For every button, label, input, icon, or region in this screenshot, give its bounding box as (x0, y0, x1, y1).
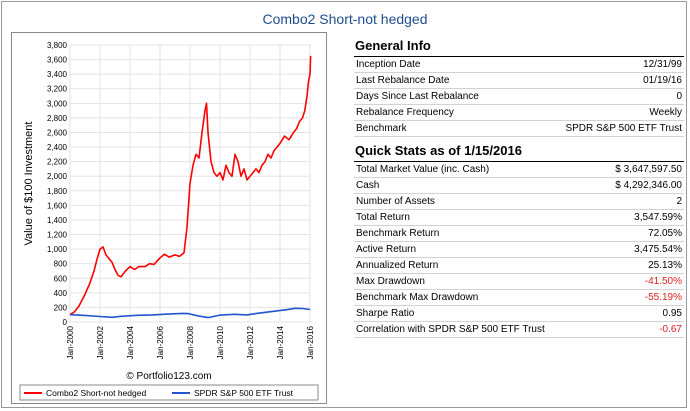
stat-label: Sharpe Ratio (354, 305, 596, 322)
watermark: © Portfolio123.com (126, 371, 211, 382)
stat-label: Benchmark Return (354, 225, 596, 242)
y-axis-tick-labels: 0 200 400 600 800 1,000 1,200 1,400 1,600 1,800 2,… (47, 41, 68, 327)
stat-value: 25.13% (595, 257, 684, 274)
chart-legend: Combo2 Short-not hedged SPDR S&P 500 ETF … (19, 384, 319, 401)
table-row: Sharpe Ratio 0.95 (354, 305, 684, 322)
table-row: Max Drawdown -41.50% (354, 273, 684, 290)
y-tick-label: 2,800 (47, 114, 68, 123)
x-tick-label: Jan-2014 (276, 325, 285, 359)
y-tick-label: 0 (63, 318, 68, 327)
chart-series-lines (69, 55, 312, 319)
page-title: Combo2 Short-not hedged (262, 11, 428, 27)
chart-svg: 0 200 400 600 800 1,000 1,200 1,400 1,600 1,800 2,… (19, 41, 319, 401)
stat-label: Last Rebalance Date (354, 72, 524, 89)
stat-label: Max Drawdown (354, 273, 596, 290)
table-row: Total Return 3,547.59% (354, 209, 684, 226)
table-row: Correlation with SPDR S&P 500 ETF Trust -… (354, 321, 684, 338)
stat-value: 0 (523, 88, 684, 105)
x-tick-label: Jan-2008 (186, 325, 195, 359)
table-row: Cash $ 4,292,346.00 (354, 177, 684, 194)
quick-stats-heading: Quick Stats as of 1/15/2016 (354, 141, 684, 162)
y-tick-label: 1,800 (47, 187, 68, 196)
stat-value: 3,547.59% (595, 209, 684, 226)
series-line-1 (69, 307, 311, 319)
performance-chart: 0 200 400 600 800 1,000 1,200 1,400 1,600 1,800 2,… (11, 32, 327, 404)
y-tick-label: 3,800 (47, 41, 68, 50)
series-line-0 (69, 55, 312, 316)
y-tick-label: 1,600 (47, 201, 68, 210)
stat-label: Cash (354, 177, 596, 194)
x-tick-label: Jan-2004 (126, 325, 135, 359)
stats-panel: General Info Inception Date 12/31/99 Last … (354, 36, 684, 338)
y-tick-label: 2,200 (47, 158, 68, 167)
x-axis-tick-labels: Jan-2000 Jan-2002 Jan-2004 Jan-2006 Jan-2008… (66, 325, 315, 359)
table-row: Benchmark SPDR S&P 500 ETF Trust (354, 120, 684, 137)
table-row: Number of Assets 2 (354, 193, 684, 210)
stat-label: Rebalance Frequency (354, 104, 524, 121)
stat-value: -55.19% (595, 289, 684, 306)
stat-value: SPDR S&P 500 ETF Trust (523, 120, 684, 137)
stat-value: 12/31/99 (523, 57, 684, 73)
y-tick-label: 600 (54, 274, 68, 283)
y-tick-label: 2,600 (47, 128, 68, 137)
x-tick-label: Jan-2012 (246, 325, 255, 359)
x-tick-label: Jan-2002 (96, 325, 105, 359)
table-row: Total Market Value (inc. Cash) $ 3,647,59… (354, 162, 684, 178)
y-tick-label: 3,600 (47, 56, 68, 65)
stat-value: 0.95 (595, 305, 684, 322)
stat-value: 72.05% (595, 225, 684, 242)
x-tick-label: Jan-2000 (66, 325, 75, 359)
stat-label: Annualized Return (354, 257, 596, 274)
table-row: Last Rebalance Date 01/19/16 (354, 72, 684, 89)
stat-value: $ 4,292,346.00 (595, 177, 684, 194)
stat-label: Benchmark Max Drawdown (354, 289, 596, 306)
table-row: Benchmark Max Drawdown -55.19% (354, 289, 684, 306)
legend-box (19, 384, 319, 401)
table-row: Rebalance Frequency Weekly (354, 104, 684, 121)
legend-entry: Combo2 Short-not hedged (46, 388, 146, 398)
y-tick-label: 3,000 (47, 99, 68, 108)
y-tick-label: 1,200 (47, 231, 68, 240)
x-tick-label: Jan-2016 (306, 325, 315, 359)
y-tick-label: 2,400 (47, 143, 68, 152)
stat-label: Number of Assets (354, 193, 596, 210)
stat-value: 2 (595, 193, 684, 210)
y-tick-label: 3,200 (47, 85, 68, 94)
general-info-table: Inception Date 12/31/99 Last Rebalance Dat… (354, 57, 684, 137)
y-tick-label: 400 (54, 289, 68, 298)
table-row: Days Since Last Rebalance 0 (354, 88, 684, 105)
stat-label: Inception Date (354, 57, 524, 73)
x-tick-label: Jan-2006 (156, 325, 165, 359)
y-tick-label: 1,400 (47, 216, 68, 225)
quick-stats-table: Total Market Value (inc. Cash) $ 3,647,59… (354, 162, 684, 338)
stat-value: $ 3,647,597.50 (595, 162, 684, 178)
y-tick-label: 3,400 (47, 70, 68, 79)
stat-label: Correlation with SPDR S&P 500 ETF Trust (354, 321, 596, 338)
stat-value: 3,475.54% (595, 241, 684, 258)
y-tick-label: 1,000 (47, 245, 68, 254)
stat-label: Active Return (354, 241, 596, 258)
stat-value: Weekly (523, 104, 684, 121)
y-tick-label: 800 (54, 260, 68, 269)
stat-label: Total Return (354, 209, 596, 226)
y-axis-label: Value of $100 Investment (23, 122, 35, 246)
general-info-heading: General Info (354, 36, 684, 57)
legend-entry: SPDR S&P 500 ETF Trust (194, 388, 294, 398)
table-row: Active Return 3,475.54% (354, 241, 684, 258)
stat-value: -41.50% (595, 273, 684, 290)
y-tick-label: 2,000 (47, 172, 68, 181)
y-tick-label: 200 (54, 303, 68, 312)
stat-value: -0.67 (595, 321, 684, 338)
stat-label: Days Since Last Rebalance (354, 88, 524, 105)
table-row: Annualized Return 25.13% (354, 257, 684, 274)
stat-label: Total Market Value (inc. Cash) (354, 162, 596, 178)
stat-label: Benchmark (354, 120, 524, 137)
table-row: Benchmark Return 72.05% (354, 225, 684, 242)
stat-value: 01/19/16 (523, 72, 684, 89)
x-tick-label: Jan-2010 (216, 325, 225, 359)
table-row: Inception Date 12/31/99 (354, 57, 684, 73)
